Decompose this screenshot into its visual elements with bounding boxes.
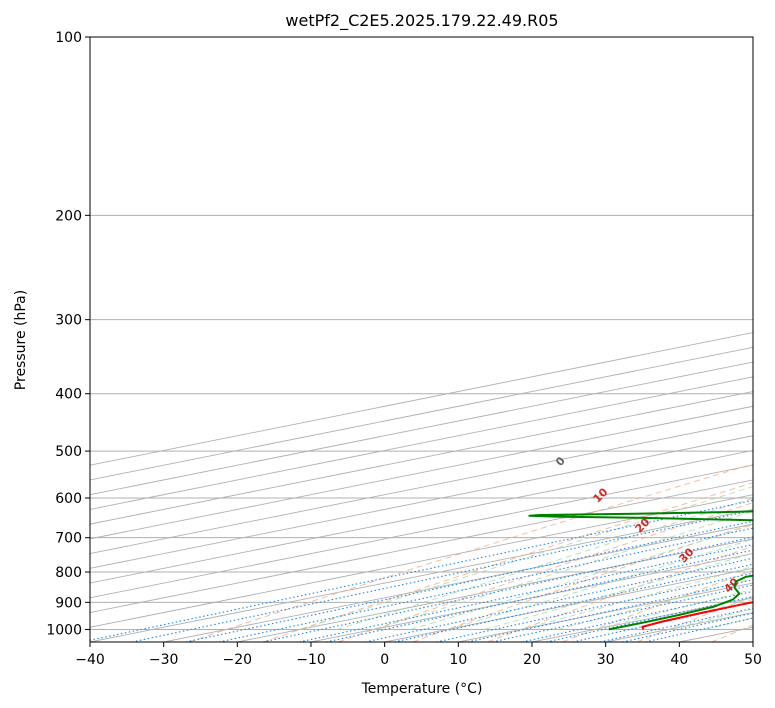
x-tick-label: 50 [744,652,762,668]
mixing-ratio-line [521,590,753,642]
isotherm-line [752,641,753,642]
isotherm-line [90,508,753,642]
isotherm-line [90,464,753,599]
x-tick-label: 0 [380,652,389,668]
moist-adiabats [299,485,753,630]
moist-adiabat-line [410,524,753,630]
moist-adiabat-label: 0 [553,454,568,469]
isotherm-line [90,494,753,628]
x-tick-label: 30 [597,652,615,668]
mixing-ratio-lines [90,499,753,642]
dry-adiabat-line [338,502,753,642]
mixing-ratio-line [492,584,753,642]
isotherm-line [90,361,753,496]
temperature-line [641,601,753,630]
mixing-ratio-line [131,509,753,642]
x-tick-label: 10 [449,652,467,668]
y-tick-label: 200 [55,208,82,224]
y-tick-label: 1000 [46,622,82,638]
mixing-ratio-line [394,563,753,642]
x-tick-label: −20 [223,652,253,668]
isotherm-line [90,376,753,510]
chart-title: wetPf2_C2E5.2025.179.22.49.R05 [285,11,558,31]
moist-adiabat-line [447,538,753,630]
y-tick-label: 400 [55,387,82,403]
isotherm-line [531,597,753,642]
moist-adiabat-line [336,497,753,630]
y-tick-label: 800 [55,565,82,581]
y-tick-label: 100 [55,30,82,46]
isotherm-line [90,346,753,481]
mixing-ratio-line [90,499,753,641]
dewpoint-line [528,510,753,631]
dry-adiabat-line [263,482,753,642]
x-tick-label: 20 [523,652,541,668]
isotherm-line [163,523,753,642]
y-axis-label: Pressure (hPa) [13,290,29,390]
moist-adiabat-line [520,565,753,630]
isotherm-line [90,391,753,525]
isotherm-line [90,450,753,584]
dry-adiabat-line [562,569,753,642]
mixing-ratio-line [185,520,753,642]
mixing-ratio-line [546,596,753,642]
dry-adiabat-line [487,545,753,642]
moist-adiabat-line [373,510,753,630]
isotherm-line [90,405,753,540]
isotherm-line [90,435,753,569]
mixing-ratio-line [467,579,753,642]
moist-adiabat-line [484,552,753,630]
sounding-series [528,510,753,631]
y-tick-label: 500 [55,444,82,460]
x-tick-label: −30 [149,652,179,668]
moist-adiabat-label: 10 [591,485,611,505]
isotherm-line [90,332,753,466]
x-tick-label: 40 [670,652,688,668]
background-grid [90,37,753,642]
x-tick-label: −40 [75,652,105,668]
x-tick-label: −10 [296,652,326,668]
moist-adiabat-line [668,608,753,630]
isotherm-line [90,479,753,613]
y-tick-label: 900 [55,595,82,611]
moist-adiabat-line [299,485,753,630]
isotherm-line [237,538,753,642]
plot-frame [89,36,754,643]
isotherm-line [90,420,753,555]
isotherm-line [679,626,753,642]
y-tick-label: 600 [55,491,82,507]
mixing-ratio-line [218,527,753,642]
moist-adiabat-line [705,617,753,630]
y-tick-label: 300 [55,313,82,329]
dry-adiabat-line [636,595,753,642]
x-axis-label: Temperature (°C) [361,681,483,697]
dry-adiabat-line [711,624,753,642]
y-tick-label: 700 [55,531,82,547]
